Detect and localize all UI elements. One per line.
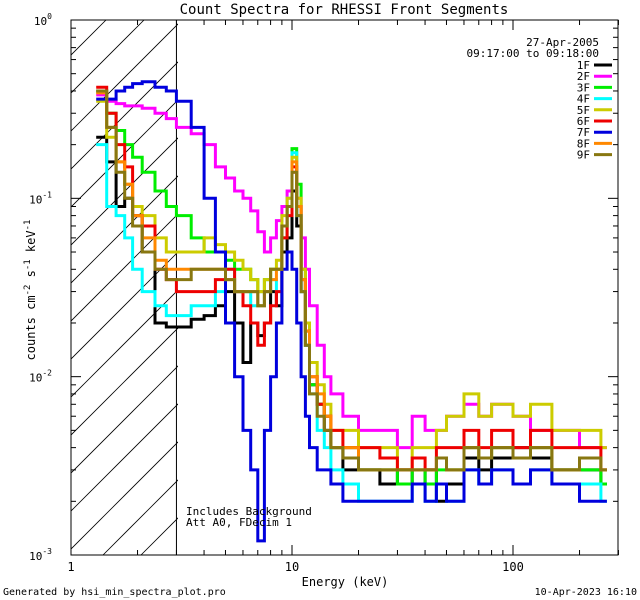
y-tick-exp: -3 [42, 547, 52, 556]
y-tick-base: 10 [29, 372, 42, 385]
legend-label-7F: 7F [577, 126, 590, 139]
legend-label-2F: 2F [577, 70, 590, 83]
hatch-line [71, 99, 178, 208]
y-tick-label: 100 [34, 12, 52, 28]
annotation-background: Includes Background [186, 505, 312, 518]
hatch-line [71, 365, 178, 474]
legend-label-4F: 4F [577, 93, 590, 106]
x-tick-label: 1 [67, 560, 74, 574]
legend-label-5F: 5F [577, 104, 590, 117]
chart-title: Count Spectra for RHESSI Front Segments [180, 2, 509, 18]
y-axis-label: counts cm-2 s-1 keV-1 [23, 220, 38, 361]
y-tick-base: 10 [29, 550, 42, 563]
y-tick-base: 10 [29, 193, 42, 206]
x-axis-label: Energy (keV) [302, 575, 389, 589]
hatch-line [102, 479, 178, 555]
legend-label-6F: 6F [577, 115, 590, 128]
hatch-line [140, 517, 178, 555]
y-tick-exp: 0 [47, 12, 52, 21]
time-range-label: 09:17:00 to 09:18:00 [467, 47, 599, 60]
hatch-line [71, 251, 178, 360]
legend-label-3F: 3F [577, 81, 590, 94]
series-line-5F [96, 99, 607, 472]
hatch-line [71, 20, 145, 94]
axis-ticks [70, 19, 619, 556]
y-tick-exp: -1 [42, 190, 52, 199]
hatch-line [71, 403, 178, 512]
y-tick-label: 10-1 [29, 190, 52, 206]
series-line-7F [96, 80, 607, 543]
legend-label-9F: 9F [577, 149, 590, 162]
y-tick-base: 10 [34, 15, 47, 28]
hatch-line [71, 213, 178, 322]
y-tick-exp: -2 [42, 369, 52, 378]
annotation-attenuator: Att A0, FDecim 1 [186, 516, 292, 529]
hatch-line [71, 441, 178, 550]
legend-label-1F: 1F [577, 59, 590, 72]
y-label-exp3: -1 [23, 220, 33, 231]
series-line-9F [96, 89, 607, 472]
x-tick-label: 10 [285, 560, 299, 574]
plot-frame [70, 19, 619, 556]
x-tick-label: 100 [502, 560, 524, 574]
footer-timestamp: 10-Apr-2023 16:10 [535, 587, 637, 598]
y-label-exp2: -1 [23, 259, 33, 270]
y-tick-label: 10-2 [29, 369, 52, 385]
y-label-exp1: -2 [23, 285, 33, 296]
series-group [96, 80, 607, 543]
date-label: 27-Apr-2005 [526, 36, 599, 49]
y-label-main: counts cm [24, 295, 38, 360]
x-tick-labels: 1 10 100 [67, 560, 523, 574]
series-line-2F [96, 93, 607, 450]
hatch-line [71, 175, 178, 284]
shaded-region [71, 0, 640, 555]
y-label-mid: s [24, 270, 38, 284]
y-label-end: keV [24, 230, 38, 259]
hatch-line [71, 23, 178, 132]
footer-generated-by: Generated by hsi_min_spectra_plot.pro [3, 587, 226, 598]
hatch-line [179, 0, 640, 555]
y-tick-label: 10-3 [29, 547, 52, 563]
legend-label-8F: 8F [577, 137, 590, 150]
